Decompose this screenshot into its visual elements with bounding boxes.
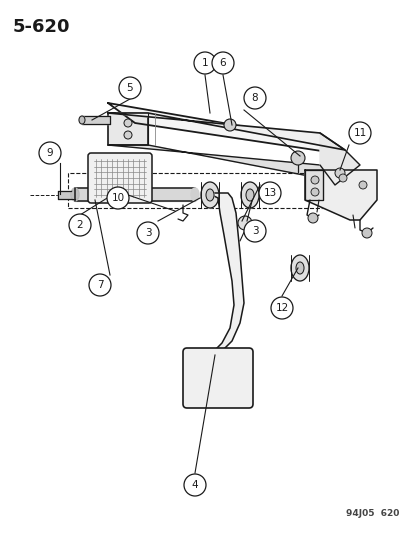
- Ellipse shape: [290, 255, 308, 281]
- Ellipse shape: [295, 262, 303, 274]
- Polygon shape: [108, 113, 344, 150]
- Text: 5-620: 5-620: [12, 18, 70, 36]
- Text: 12: 12: [275, 303, 288, 313]
- Ellipse shape: [71, 188, 79, 201]
- Text: 6: 6: [219, 58, 226, 68]
- Text: 13: 13: [263, 188, 276, 198]
- Circle shape: [194, 52, 216, 74]
- Circle shape: [290, 151, 304, 165]
- Circle shape: [119, 77, 141, 99]
- Text: 10: 10: [111, 193, 124, 203]
- Circle shape: [107, 187, 129, 209]
- Circle shape: [310, 176, 318, 184]
- Circle shape: [348, 122, 370, 144]
- Text: 1: 1: [201, 58, 208, 68]
- Circle shape: [259, 182, 280, 204]
- Polygon shape: [108, 103, 334, 153]
- Polygon shape: [304, 170, 322, 200]
- Circle shape: [358, 181, 366, 189]
- Text: 3: 3: [144, 228, 151, 238]
- Ellipse shape: [206, 189, 214, 201]
- Circle shape: [183, 474, 206, 496]
- Text: 3: 3: [251, 226, 258, 236]
- Circle shape: [89, 274, 111, 296]
- Circle shape: [243, 87, 266, 109]
- Circle shape: [243, 220, 266, 242]
- Text: 8: 8: [251, 93, 258, 103]
- Ellipse shape: [245, 189, 254, 201]
- Ellipse shape: [79, 116, 85, 124]
- Ellipse shape: [240, 182, 259, 208]
- Polygon shape: [207, 193, 243, 355]
- Circle shape: [223, 119, 235, 131]
- Ellipse shape: [72, 190, 78, 198]
- Circle shape: [124, 119, 132, 127]
- Text: 9: 9: [47, 148, 53, 158]
- Circle shape: [338, 174, 346, 182]
- Circle shape: [271, 297, 292, 319]
- Circle shape: [39, 142, 61, 164]
- Circle shape: [237, 216, 252, 230]
- Polygon shape: [108, 113, 147, 145]
- Circle shape: [124, 131, 132, 139]
- FancyBboxPatch shape: [88, 153, 152, 203]
- Circle shape: [69, 214, 91, 236]
- Circle shape: [307, 213, 317, 223]
- Ellipse shape: [201, 182, 218, 208]
- Polygon shape: [304, 170, 376, 220]
- Ellipse shape: [190, 188, 199, 201]
- FancyBboxPatch shape: [183, 348, 252, 408]
- Text: 5: 5: [126, 83, 133, 93]
- Polygon shape: [319, 133, 359, 185]
- Text: 11: 11: [353, 128, 366, 138]
- Circle shape: [310, 188, 318, 196]
- Text: 94J05  620: 94J05 620: [345, 509, 399, 518]
- Text: 2: 2: [76, 220, 83, 230]
- Circle shape: [361, 228, 371, 238]
- Polygon shape: [108, 145, 344, 183]
- Circle shape: [137, 222, 159, 244]
- Text: 4: 4: [191, 480, 198, 490]
- Text: 7: 7: [97, 280, 103, 290]
- Circle shape: [334, 168, 344, 178]
- Circle shape: [211, 52, 233, 74]
